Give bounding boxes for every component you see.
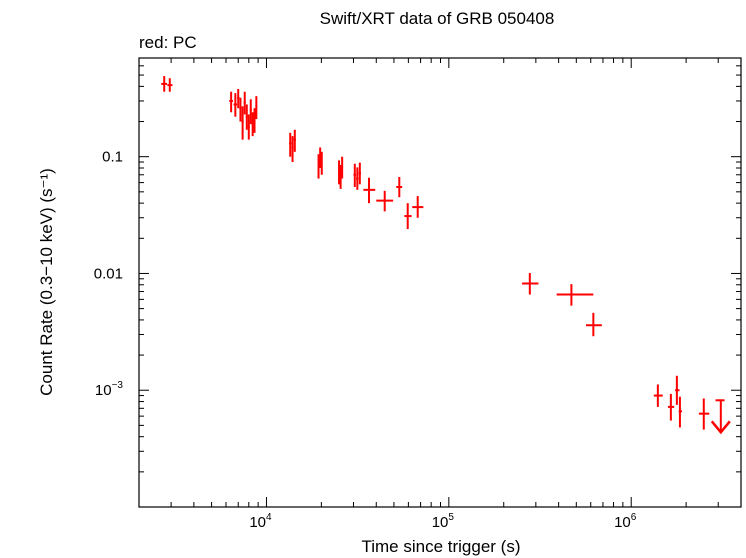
data-point (412, 196, 424, 218)
y-tick-label: 0.1 (102, 149, 123, 166)
data-point (522, 272, 539, 295)
data-point (255, 96, 258, 120)
data-point (239, 97, 242, 122)
data-point (556, 284, 594, 306)
data-point (667, 393, 675, 421)
x-tick-label: 104 (249, 512, 272, 531)
data-point (293, 129, 296, 152)
data-point (237, 88, 240, 109)
data-point (317, 154, 320, 179)
data-point (585, 312, 602, 337)
data-point (233, 93, 238, 117)
upper-limit-marker (710, 399, 731, 435)
data-point (291, 136, 294, 163)
plot-frame (138, 57, 742, 508)
data-point (243, 91, 246, 115)
data-point (251, 112, 254, 137)
y-axis-label: Count Rate (0.3−10 keV) (s⁻¹) (37, 168, 56, 396)
data-point (376, 190, 394, 212)
data-point (241, 106, 244, 140)
axes-group: 104 105 106 10−3 0.01 0.1 (94, 58, 742, 531)
data-point (247, 114, 250, 140)
data-point (353, 163, 357, 188)
chart-subtitle: red: PC (139, 33, 197, 52)
data-point (678, 396, 683, 428)
data-point (289, 132, 292, 157)
data-point (396, 176, 403, 198)
data-point (698, 398, 710, 430)
data-point (249, 99, 252, 125)
x-tick-label: 105 (432, 512, 455, 531)
data-point (358, 162, 362, 185)
data-point (253, 108, 256, 133)
data-point (245, 104, 248, 130)
data-point (319, 147, 322, 169)
data-point (363, 177, 376, 204)
x-axis-label: Time since trigger (s) (361, 537, 520, 556)
data-points-group (161, 76, 731, 435)
x-tick-label: 106 (614, 512, 637, 531)
data-point (675, 375, 680, 405)
data-point (167, 78, 173, 92)
data-point (339, 164, 342, 189)
data-point (653, 384, 663, 407)
data-point (229, 91, 233, 113)
y-tick-label: 0.01 (94, 265, 123, 282)
data-point (320, 151, 323, 175)
y-tick-label: 10−3 (95, 380, 124, 399)
chart-title: Swift/XRT data of GRB 050408 (320, 9, 555, 28)
data-point (404, 203, 412, 230)
data-point (161, 76, 168, 92)
down-arrow-icon (710, 420, 731, 435)
data-point (341, 156, 344, 179)
data-point (356, 167, 359, 190)
